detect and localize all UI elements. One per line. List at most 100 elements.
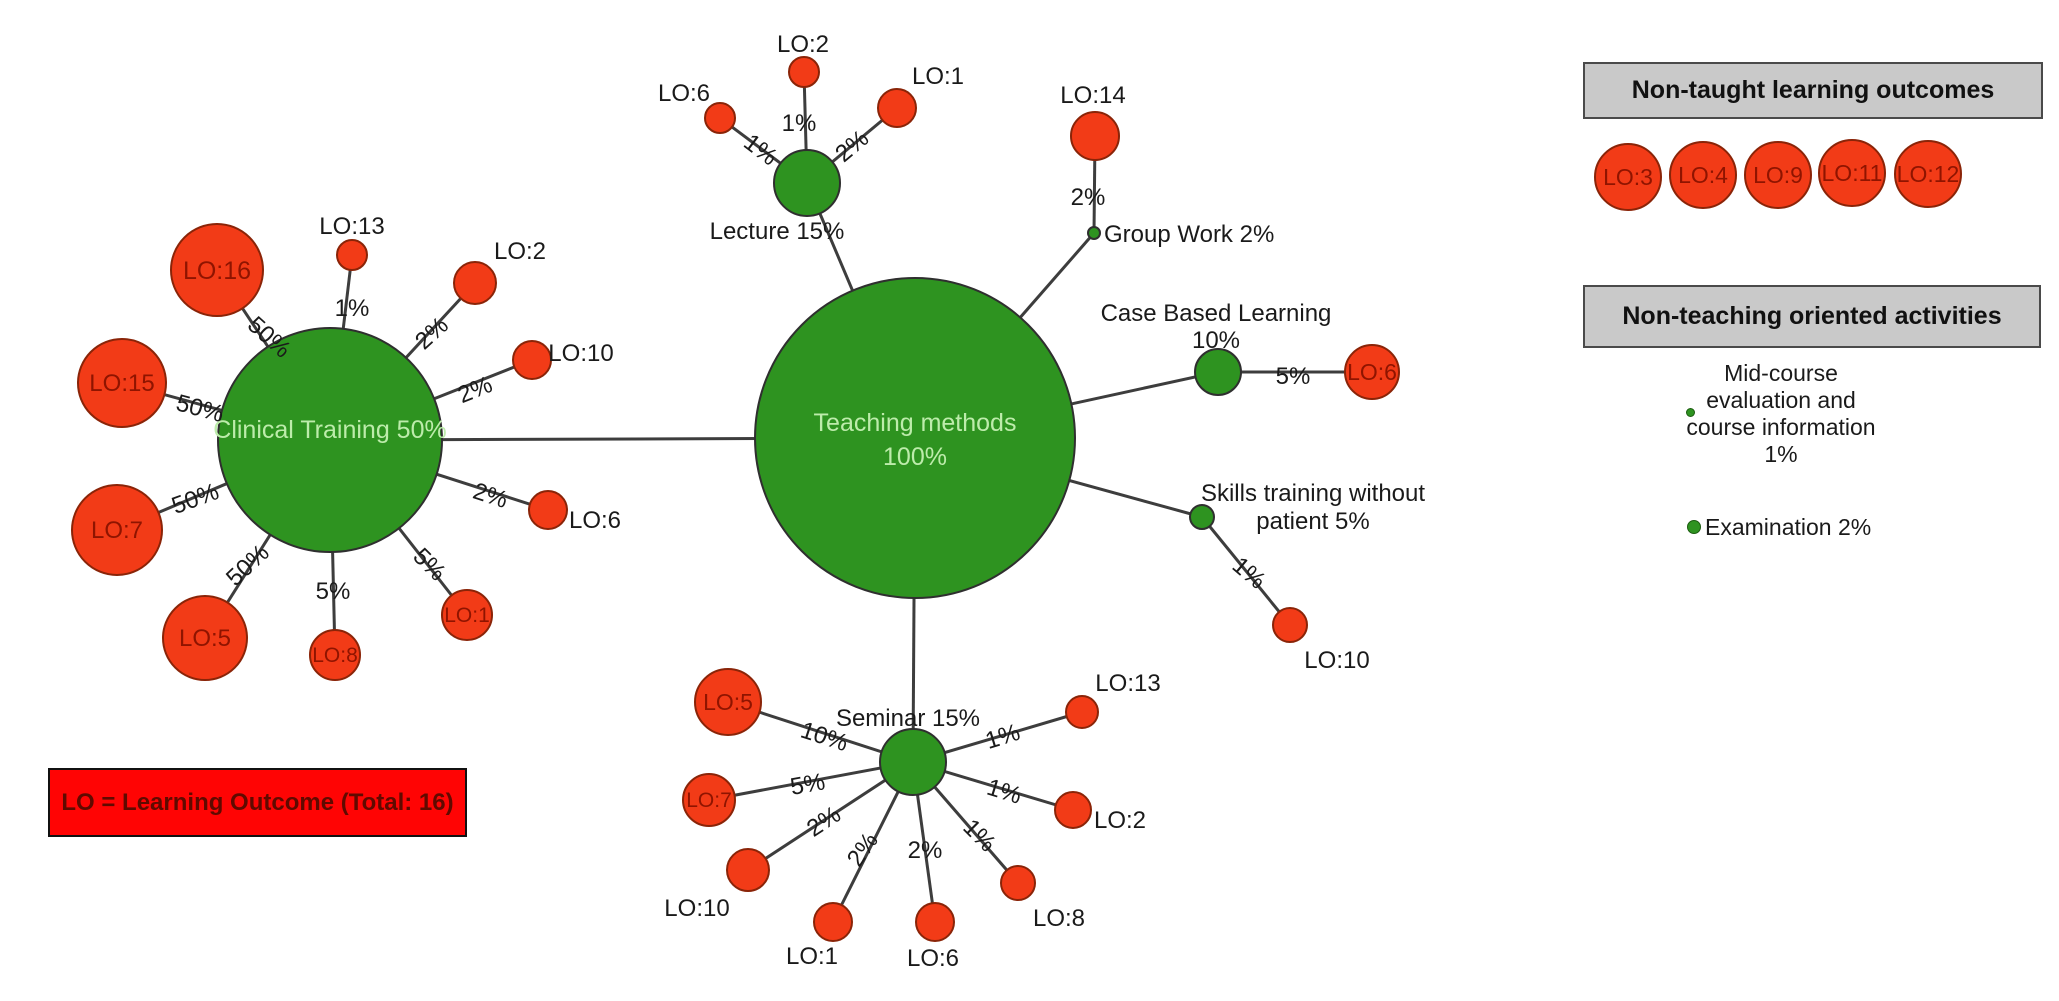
- floating-label-3: Case Based Learning: [1101, 300, 1332, 327]
- floating-label-2: Seminar 15%: [836, 705, 980, 732]
- node-label-lo1-lecture: LO:1: [912, 63, 964, 90]
- edge-label-case-based-learning-lo6-case: 5%: [1276, 363, 1311, 390]
- node-teaching-methods: [754, 277, 1076, 599]
- node-lo5-clinical: [162, 595, 248, 681]
- outcome-circle-lo4: LO:4: [1669, 141, 1737, 209]
- node-label-lo2-seminar: LO:2: [1094, 807, 1146, 834]
- node-label-lo13-clinical: LO:13: [319, 213, 384, 240]
- edge-label-clinical-training-lo5-clinical: 50%: [221, 539, 275, 592]
- edge-skills-training-lo10-skills: [1200, 516, 1292, 626]
- edge-label-clinical-training-lo2-clinical: 2%: [410, 312, 454, 355]
- node-label-lo6-case: LO:6: [1347, 359, 1397, 385]
- node-clinical-training: [217, 327, 443, 553]
- node-lo13-clinical: [336, 239, 368, 271]
- node-lo10-clinical: [512, 340, 552, 380]
- node-label-lo16-clinical: LO:16: [183, 257, 251, 285]
- node-lecture: [773, 149, 841, 217]
- mid-course-dot: [1686, 408, 1695, 417]
- mid-course-label: Mid-course evaluation and course informa…: [1655, 360, 1907, 468]
- non-teaching-activities-header: Non-teaching oriented activities: [1583, 285, 2041, 348]
- floating-label-6: patient 5%: [1256, 508, 1369, 535]
- node-label-lo5-seminar: LO:5: [703, 689, 753, 715]
- edge-label-lecture-lo2-lecture: 1%: [782, 110, 817, 137]
- node-label-lo7-clinical: LO:7: [91, 517, 143, 544]
- node-lo2-clinical: [453, 261, 497, 305]
- floating-label-4: 10%: [1192, 327, 1240, 354]
- node-label-lo15-clinical: LO:15: [89, 370, 154, 397]
- node-lo5-seminar: [694, 668, 762, 736]
- node-label-lo2-clinical: LO:2: [494, 238, 546, 265]
- node-label-lo13-seminar: LO:13: [1095, 670, 1160, 697]
- node-label-lo7-seminar: LO:7: [686, 789, 732, 812]
- node-lo1-seminar: [813, 902, 853, 942]
- outcome-circle-lo12: LO:12: [1894, 140, 1962, 208]
- node-skills-training: [1189, 504, 1215, 530]
- edge-label-clinical-training-lo8-clinical: 5%: [316, 578, 351, 605]
- node-label-lo8-clinical: LO:8: [312, 644, 358, 667]
- node-lo10-skills: [1272, 607, 1308, 643]
- outcome-circle-lo11: LO:11: [1818, 139, 1886, 207]
- mid-course-line-1: Mid-course: [1724, 360, 1838, 386]
- outcome-circle-lo3: LO:3: [1594, 143, 1662, 211]
- mid-course-line-4: 1%: [1764, 441, 1798, 467]
- outcome-circle-lo9: LO:9: [1744, 141, 1812, 209]
- edge-label-seminar-lo10-seminar: 2%: [802, 801, 846, 843]
- node-label-lo10-seminar: LO:10: [664, 895, 729, 922]
- node-label-lo1-seminar: LO:1: [786, 943, 838, 970]
- edge-seminar-lo7-seminar: [708, 760, 914, 802]
- node-label-lo14-group-work: LO:14: [1060, 82, 1125, 109]
- node-label-lo2-lecture: LO:2: [777, 31, 829, 58]
- node-label-lo6-lecture: LO:6: [658, 80, 710, 107]
- edge-label-clinical-training-lo6-clinical: 2%: [470, 478, 511, 514]
- nodes-layer: [71, 56, 1400, 942]
- edge-label-seminar-lo13-seminar: 1%: [982, 719, 1023, 755]
- node-label-lo5-clinical: LO:5: [179, 625, 231, 652]
- edge-label-clinical-training-lo15-clinical: 50%: [173, 389, 226, 428]
- examination-dot: [1687, 520, 1701, 534]
- edge-label-skills-training-lo10-skills: 1%: [1227, 552, 1271, 595]
- node-lo16-clinical: [170, 223, 264, 317]
- node-label-lo8-seminar: LO:8: [1033, 905, 1085, 932]
- edge-label-seminar-lo6-seminar: 2%: [908, 837, 943, 864]
- node-lo6-seminar: [915, 902, 955, 942]
- mid-course-line-2: evaluation and: [1706, 387, 1856, 413]
- node-lo15-clinical: [77, 338, 167, 428]
- examination-label: Examination 2%: [1705, 514, 1872, 540]
- node-label-lo6-clinical: LO:6: [569, 507, 621, 534]
- mid-course-line-3: course information: [1686, 414, 1876, 440]
- node-lo8-seminar: [1000, 865, 1036, 901]
- node-label-lo10-skills: LO:10: [1304, 647, 1369, 674]
- node-lo8-clinical: [309, 629, 361, 681]
- node-label-lo6-seminar: LO:6: [907, 945, 959, 972]
- node-lo10-seminar: [726, 848, 770, 892]
- node-lo6-clinical: [528, 490, 568, 530]
- node-lo2-seminar: [1054, 791, 1092, 829]
- node-lo14-group-work: [1070, 111, 1120, 161]
- floating-label-1: Lecture 15%: [710, 218, 845, 245]
- node-label-lo1-clinical: LO:1: [444, 604, 490, 627]
- edge-label-seminar-lo2-seminar: 1%: [984, 774, 1025, 810]
- node-case-based-learning: [1194, 348, 1242, 396]
- node-lo7-clinical: [71, 484, 163, 576]
- edge-label-clinical-training-lo13-clinical: 1%: [335, 295, 370, 322]
- node-lo7-seminar: [682, 773, 736, 827]
- non-taught-learning-outcomes-header: Non-taught learning outcomes: [1583, 62, 2043, 119]
- floating-label-5: Skills training without: [1201, 480, 1425, 507]
- node-lo6-lecture: [704, 102, 736, 134]
- node-lo1-lecture: [877, 88, 917, 128]
- edge-label-group-work-lo14-group-work: 2%: [1071, 184, 1106, 211]
- node-label-teaching-methods: Teaching methods 100%: [814, 409, 1017, 471]
- floating-label-7: Group Work 2%: [1104, 221, 1274, 248]
- node-label-lo10-clinical: LO:10: [548, 340, 613, 367]
- lo-legend: LO = Learning Outcome (Total: 16): [48, 768, 467, 837]
- node-lo2-lecture: [788, 56, 820, 88]
- node-lo1-clinical: [441, 589, 493, 641]
- node-lo13-seminar: [1065, 695, 1099, 729]
- edge-label-clinical-training-lo7-clinical: 50%: [168, 478, 222, 520]
- edge-label-seminar-lo7-seminar: 5%: [788, 768, 827, 801]
- node-seminar: [879, 728, 947, 796]
- node-label-clinical-training: Clinical Training 50%: [213, 416, 446, 444]
- node-group-work: [1087, 226, 1101, 240]
